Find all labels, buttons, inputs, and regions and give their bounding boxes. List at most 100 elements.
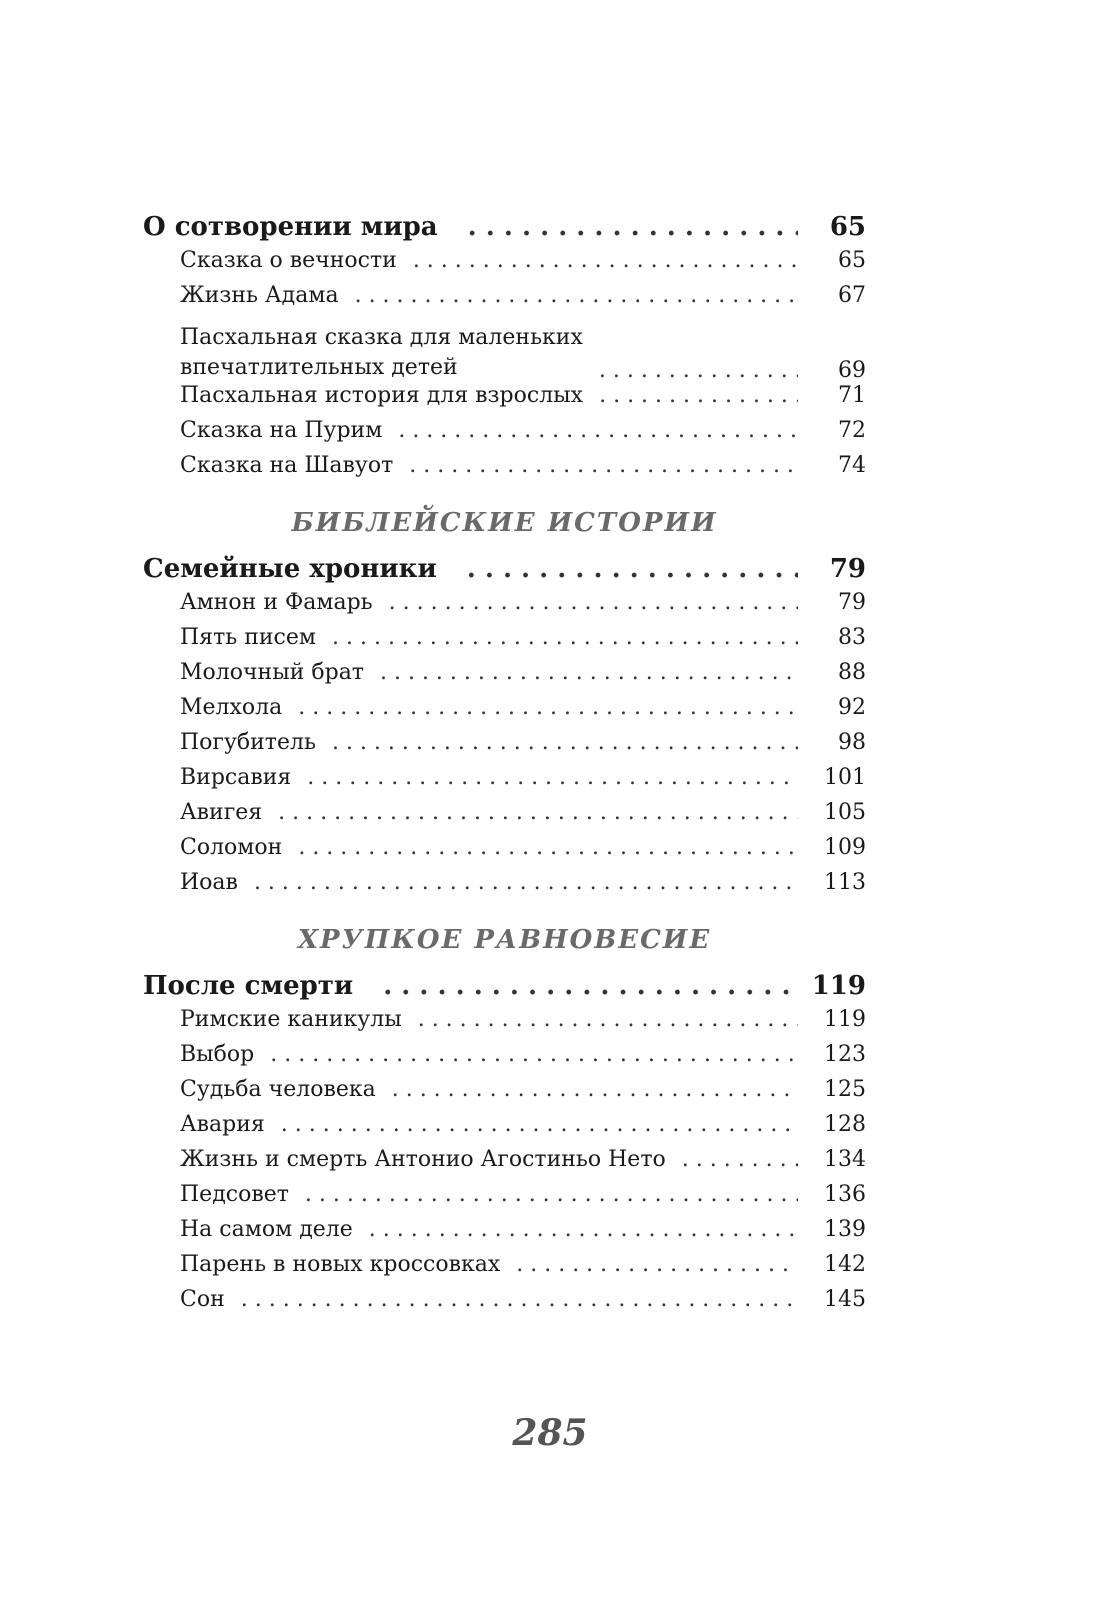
entry-page: 145: [824, 1287, 866, 1312]
story-entry: Сказка о вечности 65: [143, 248, 866, 283]
entry-page: 79: [838, 590, 866, 615]
entry-title-line: впечатлительных детей: [180, 355, 458, 380]
leader-dots: [332, 730, 798, 755]
chapter-entry: После смерти 119: [143, 971, 866, 1007]
leader-dots: [307, 765, 798, 790]
table-of-contents: О сотворении мира 65 Сказка о вечности 65 Жи…: [143, 212, 866, 1322]
entry-page: 119: [811, 971, 866, 1001]
entry-page: 142: [824, 1252, 866, 1277]
story-entry: Вирсавия 101: [143, 765, 866, 800]
leader-dots: [241, 1287, 798, 1312]
entry-title: Авигея: [180, 800, 263, 825]
leader-dots: [467, 554, 798, 584]
story-entry: Парень в новых кроссовках 142: [143, 1252, 866, 1287]
entry-title: Семейные хроники: [143, 554, 437, 584]
leader-dots: [468, 212, 798, 242]
story-entry: Авария 128: [143, 1112, 866, 1147]
entry-page: 71: [838, 383, 866, 408]
story-entry: Пять писем 83: [143, 625, 866, 660]
entry-title: О сотворении мира: [143, 212, 438, 242]
leader-dots: [281, 1112, 798, 1137]
leader-dots: [369, 1217, 798, 1242]
story-entry: Сказка на Шавуот 74: [143, 453, 866, 488]
entry-page: 139: [824, 1217, 866, 1242]
entry-page: 88: [838, 660, 866, 685]
story-entry: Пасхальная история для взрослых 71: [143, 383, 866, 418]
entry-page: 69: [838, 358, 866, 383]
entry-title: Мелхола: [180, 695, 283, 720]
leader-dots: [599, 358, 798, 383]
entry-page: 119: [824, 1007, 866, 1032]
entry-title: Сказка на Шавуот: [180, 453, 394, 478]
entry-title: Судьба человека: [180, 1077, 376, 1102]
entry-title: Вирсавия: [180, 765, 292, 790]
story-entry: Иоав 113: [143, 870, 866, 905]
leader-dots: [278, 800, 798, 825]
entry-page: 109: [824, 835, 866, 860]
story-entry: Молочный брат 88: [143, 660, 866, 695]
leader-dots: [599, 383, 798, 408]
story-entry: Погубитель 98: [143, 730, 866, 765]
entry-title: Римские каникулы: [180, 1007, 402, 1032]
entry-page: 98: [838, 730, 866, 755]
story-entry: Пасхальная сказка для маленьких впечатлит…: [143, 318, 866, 383]
entry-page: 101: [824, 765, 866, 790]
section-heading: Библейские истории: [291, 508, 718, 538]
entry-title: Соломон: [180, 835, 283, 860]
entry-page: 105: [824, 800, 866, 825]
leader-dots: [355, 283, 798, 308]
leader-dots: [516, 1252, 798, 1277]
entry-page: 72: [838, 418, 866, 443]
leader-dots: [418, 1007, 798, 1032]
entry-title: Амнон и Фамарь: [180, 590, 373, 615]
entry-title: На самом деле: [180, 1217, 353, 1242]
entry-title: Пасхальная история для взрослых: [180, 383, 584, 408]
entry-title: Сказка на Пурим: [180, 418, 383, 443]
entry-page: 125: [824, 1077, 866, 1102]
entry-title-line: Пасхальная сказка для маленьких: [180, 325, 583, 350]
story-entry: Сказка на Пурим 72: [143, 418, 866, 453]
entry-page: 65: [838, 248, 866, 273]
entry-page: 113: [824, 870, 866, 895]
entry-title: Педсовет: [180, 1182, 289, 1207]
entry-title: Пасхальная сказка для маленьких впечатлит…: [180, 323, 583, 383]
entry-page: 79: [829, 554, 866, 584]
entry-title: Авария: [180, 1112, 265, 1137]
entry-title: Сказка о вечности: [180, 248, 397, 273]
leader-dots: [413, 248, 798, 273]
entry-title: Парень в новых кроссовках: [180, 1252, 501, 1277]
entry-page: 136: [824, 1182, 866, 1207]
story-entry: Педсовет 136: [143, 1182, 866, 1217]
leader-dots: [389, 590, 798, 615]
leader-dots: [392, 1077, 798, 1102]
chapter-entry: О сотворении мира 65: [143, 212, 866, 248]
leader-dots: [270, 1042, 798, 1067]
entry-title: Иоав: [180, 870, 238, 895]
entry-page: 123: [824, 1042, 866, 1067]
story-entry: Сон 145: [143, 1287, 866, 1322]
entry-page: 74: [838, 453, 866, 478]
chapter-entry: Семейные хроники 79: [143, 554, 866, 590]
section-heading: Хрупкое равновесие: [297, 925, 712, 955]
leader-dots: [332, 625, 798, 650]
entry-title: Пять писем: [180, 625, 316, 650]
story-entry: Судьба человека 125: [143, 1077, 866, 1112]
story-entry: На самом деле 139: [143, 1217, 866, 1252]
story-entry: Авигея 105: [143, 800, 866, 835]
story-entry: Выбор 123: [143, 1042, 866, 1077]
story-entry: Жизнь Адама 67: [143, 283, 866, 318]
leader-dots: [380, 660, 798, 685]
entry-title: Жизнь и смерть Антонио Агостиньо Нето: [180, 1147, 666, 1172]
leader-dots: [398, 418, 798, 443]
page-number: 285: [512, 1412, 588, 1454]
entry-page: 92: [838, 695, 866, 720]
entry-page: 67: [838, 283, 866, 308]
leader-dots: [409, 453, 798, 478]
story-entry: Амнон и Фамарь 79: [143, 590, 866, 625]
entry-page: 128: [824, 1112, 866, 1137]
entry-page: 65: [829, 212, 866, 242]
entry-title: После смерти: [143, 971, 354, 1001]
leader-dots: [383, 971, 798, 1001]
entry-title: Молочный брат: [180, 660, 364, 685]
leader-dots: [298, 835, 798, 860]
